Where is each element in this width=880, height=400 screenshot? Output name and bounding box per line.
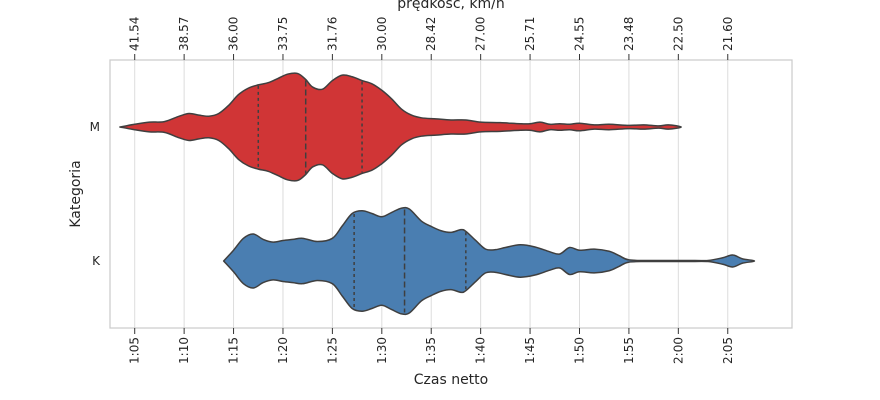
y-tick-label: K (92, 254, 101, 268)
x2-tick-label: 28.42 (424, 17, 438, 51)
y-tick-label: M (90, 120, 100, 134)
x-tick-label: 1:30 (375, 337, 389, 364)
violins (119, 72, 756, 316)
x2-tick-label: 23.48 (622, 17, 636, 51)
x2-tick-label: 31.76 (325, 17, 339, 51)
x-tick-label: 2:00 (671, 337, 685, 364)
x2-tick-label: 30.00 (375, 17, 389, 51)
x-tick-label: 1:40 (474, 337, 488, 364)
x2-tick-label: 41.54 (128, 17, 142, 51)
x2-tick-label: 33.75 (276, 17, 290, 51)
y-axis-title: Kategoria (68, 160, 84, 227)
x-tick-label: 1:50 (572, 337, 586, 364)
violin-body (222, 206, 756, 316)
x-tick-label: 1:25 (325, 337, 339, 364)
x2-axis-title: prędkość, km/h (397, 0, 505, 12)
x-tick-label: 1:20 (276, 337, 290, 364)
x-tick-label: 1:45 (523, 337, 537, 364)
x-tick-label: 1:15 (227, 337, 241, 364)
x2-tick-label: 25.71 (523, 17, 537, 51)
x-tick-label: 2:05 (721, 337, 735, 364)
x2-tick-label: 36.00 (227, 17, 241, 51)
x-tick-label: 1:55 (622, 337, 636, 364)
plot-frame (109, 59, 793, 329)
violin-m (119, 72, 683, 182)
x-tick-label: 1:05 (128, 337, 142, 364)
x2-tick-label: 38.57 (177, 17, 191, 51)
x2-tick-label: 24.55 (572, 17, 586, 51)
x2-tick-label: 22.50 (671, 17, 685, 51)
x-tick-label: 1:10 (177, 337, 191, 364)
violin-body (119, 72, 683, 182)
x-tick-label: 1:35 (424, 337, 438, 364)
x2-tick-label: 21.60 (721, 17, 735, 51)
x-axis-title: Czas netto (414, 372, 488, 388)
x2-tick-label: 27.00 (474, 17, 488, 51)
violin-k (222, 206, 756, 316)
axis-ticks: 1:05 1:10 1:15 1:20 1:25 1:30 1:35 1:40 1:45 1:50… (90, 17, 735, 364)
